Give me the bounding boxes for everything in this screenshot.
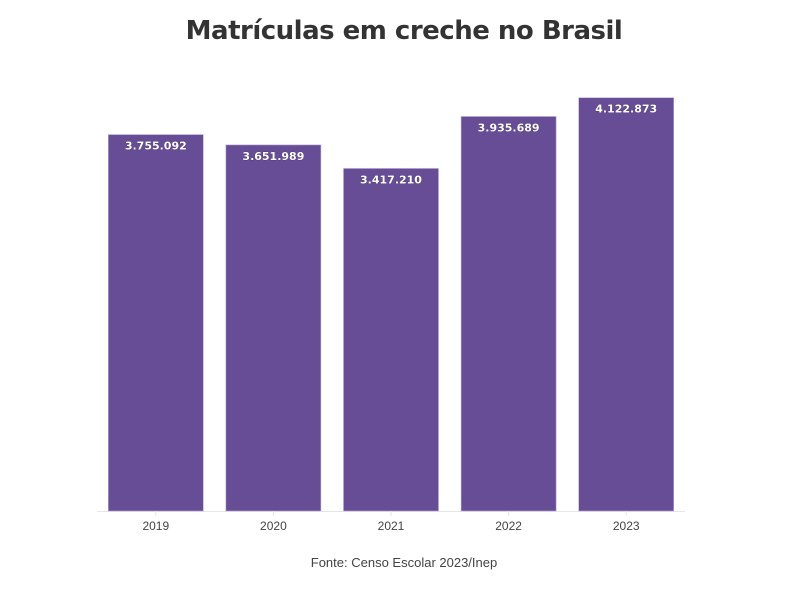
chart-title: Matrículas em creche no Brasil xyxy=(185,16,623,46)
source-note: Fonte: Censo Escolar 2023/Inep xyxy=(310,555,498,570)
data-label: 3.935.689 xyxy=(478,121,540,134)
bar-2022 xyxy=(460,116,557,512)
x-tick-label: 2022 xyxy=(495,519,522,533)
data-label: 4.122.873 xyxy=(595,103,657,116)
bar-2019 xyxy=(108,134,204,512)
bar-2021 xyxy=(343,168,439,512)
data-label: 3.755.092 xyxy=(125,140,187,153)
bar-2023 xyxy=(578,97,675,512)
x-tick-label: 2019 xyxy=(142,519,169,533)
data-label: 3.651.989 xyxy=(242,150,304,163)
x-tick-label: 2023 xyxy=(613,519,640,533)
x-tick-label: 2020 xyxy=(260,519,287,533)
bar-2020 xyxy=(225,144,322,512)
x-tick-label: 2021 xyxy=(378,519,405,533)
data-label: 3.417.210 xyxy=(360,173,422,186)
